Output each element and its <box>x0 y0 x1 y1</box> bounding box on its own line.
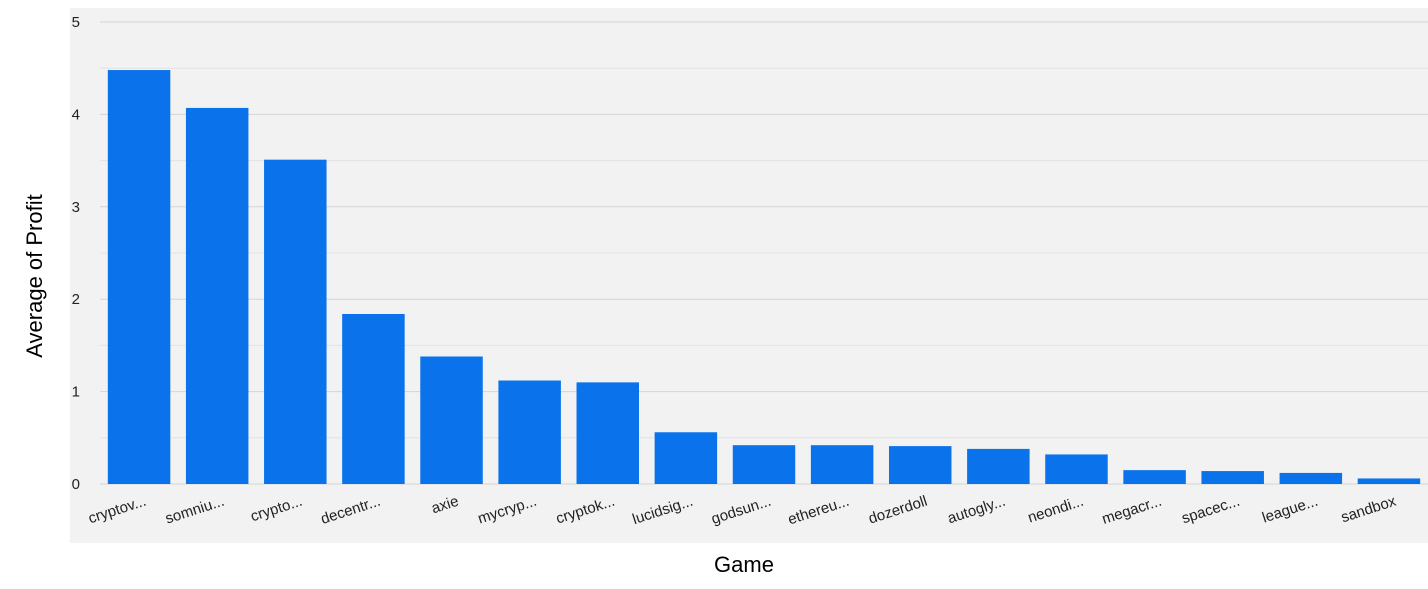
y-tick-label: 2 <box>72 291 80 308</box>
bar[interactable] <box>185 107 249 484</box>
bar[interactable] <box>107 70 171 484</box>
bar[interactable] <box>1357 478 1421 484</box>
bar[interactable] <box>732 445 796 484</box>
bar[interactable] <box>420 356 483 484</box>
y-tick-label: 1 <box>72 384 80 401</box>
y-tick-label: 0 <box>72 476 80 493</box>
bar[interactable] <box>810 445 874 484</box>
y-tick-label: 5 <box>72 14 80 31</box>
bar[interactable] <box>498 380 561 484</box>
bars <box>107 70 1421 484</box>
bar[interactable] <box>654 432 718 484</box>
bar[interactable] <box>967 448 1030 484</box>
bar[interactable] <box>1045 454 1108 484</box>
bar[interactable] <box>1201 471 1264 484</box>
bar[interactable] <box>264 159 327 484</box>
bar[interactable] <box>576 382 640 484</box>
y-tick-label: 3 <box>72 199 80 216</box>
x-axis-title: Game <box>714 552 774 577</box>
bar[interactable] <box>1123 470 1186 484</box>
y-tick-label: 4 <box>72 106 80 123</box>
bar[interactable] <box>888 446 952 484</box>
y-axis-title: Average of Profit <box>22 194 47 357</box>
bar[interactable] <box>1279 472 1343 484</box>
bar[interactable] <box>342 313 405 484</box>
y-axis-ticks: 0 1 2 3 4 5 <box>72 14 80 493</box>
